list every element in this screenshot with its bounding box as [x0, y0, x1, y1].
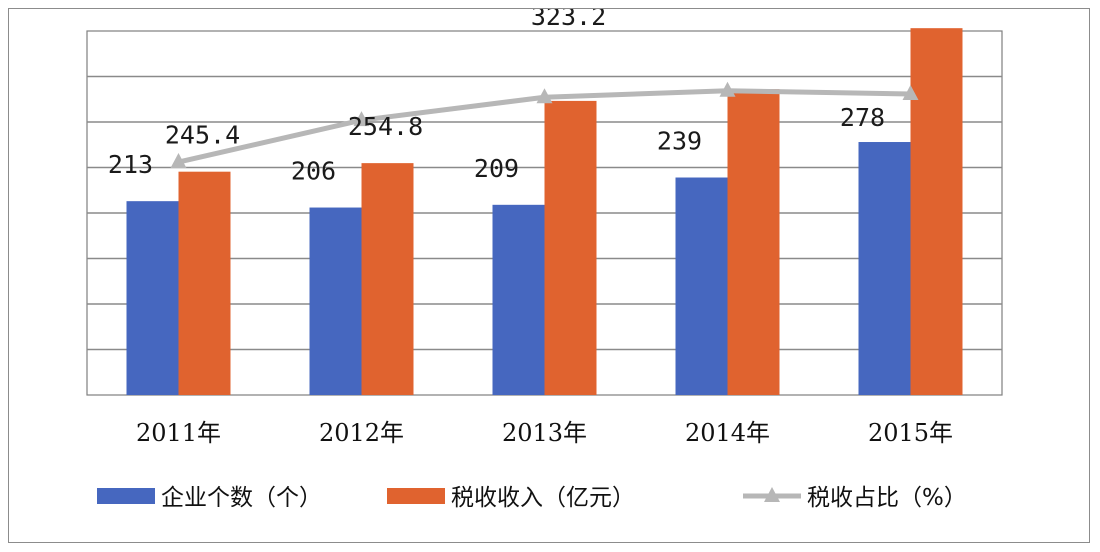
- data-label: 278: [840, 103, 885, 132]
- line-marker: [902, 84, 919, 100]
- bar-enterprise-count: [309, 207, 362, 395]
- line-marker: [170, 153, 187, 169]
- x-tick-label: 2011年: [136, 419, 221, 447]
- bar-tax-revenue: [727, 89, 780, 396]
- legend-label: 企业个数（个）: [161, 485, 322, 511]
- x-tick-label: 2014年: [685, 419, 770, 447]
- data-label: 254.8: [348, 112, 423, 141]
- bar-enterprise-count: [126, 201, 179, 395]
- legend-label: 税收收入（亿元）: [451, 485, 635, 511]
- bar-enterprise-count: [858, 142, 911, 395]
- data-label: 245.4: [165, 121, 240, 150]
- chart-svg: 213245.4206254.8209323.2239336.1278403.1…: [86, 9, 1003, 511]
- bar-enterprise-count: [675, 177, 728, 395]
- bar-tax-revenue: [544, 100, 597, 395]
- bar-tax-revenue: [361, 163, 414, 395]
- line-marker: [353, 111, 370, 127]
- bars-layer: [126, 28, 963, 396]
- legend-marker-icon: [764, 487, 780, 502]
- data-label: 336.1: [714, 9, 789, 13]
- data-label: 213: [108, 150, 153, 179]
- legend-swatch-enterprise-count: [97, 488, 155, 504]
- legend-label: 税收占比（%）: [807, 485, 967, 511]
- x-tick-label: 2013年: [502, 419, 587, 447]
- data-label: 239: [657, 127, 702, 156]
- data-label: 209: [474, 154, 519, 183]
- bar-enterprise-count: [492, 204, 545, 395]
- chart-frame: 213245.4206254.8209323.2239336.1278403.1…: [8, 8, 1090, 543]
- legend: 企业个数（个） 税收收入（亿元） 税收占比（%）: [97, 485, 967, 511]
- line-marker: [536, 88, 553, 104]
- legend-swatch-tax-revenue: [387, 488, 445, 504]
- x-axis: 2011年 2012年 2013年 2014年 2015年: [136, 419, 953, 447]
- line-series-layer: [170, 81, 919, 169]
- bar-tax-revenue: [178, 171, 231, 395]
- data-label: 206: [291, 157, 336, 186]
- line-marker: [719, 81, 736, 97]
- data-label: 323.2: [531, 9, 606, 31]
- x-tick-label: 2012年: [319, 419, 404, 447]
- bar-tax-revenue: [910, 28, 963, 396]
- x-tick-label: 2015年: [868, 419, 953, 447]
